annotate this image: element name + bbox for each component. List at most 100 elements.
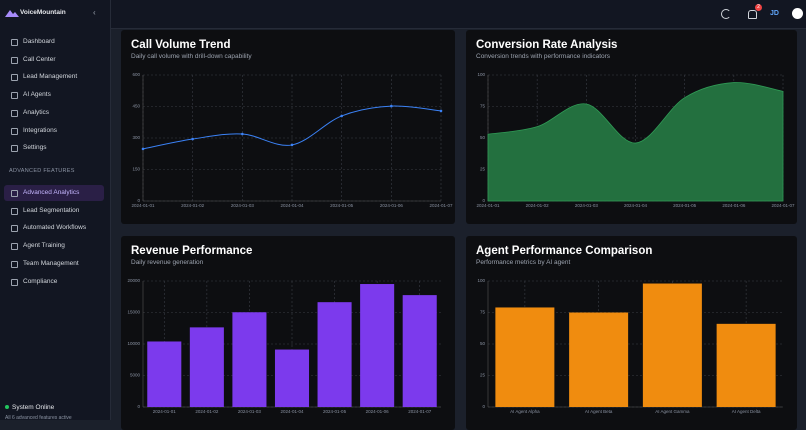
x-tick-label: AI Agent Delta xyxy=(732,409,761,414)
chart-title: Agent Performance Comparison xyxy=(476,245,653,257)
area xyxy=(487,82,784,202)
y-tick-label: 5000 xyxy=(130,373,141,378)
x-tick-label: 2024-01-07 xyxy=(771,203,795,208)
y-tick-label: 150 xyxy=(132,167,140,172)
bar xyxy=(147,341,182,407)
y-tick-label: 450 xyxy=(132,104,140,109)
logo xyxy=(5,10,19,17)
chart-card: Call Volume Trend Daily call volume with … xyxy=(121,30,455,224)
nav-item[interactable]: Team Management xyxy=(4,256,104,272)
bar xyxy=(189,327,224,407)
x-tick-label: 2024-01-06 xyxy=(380,203,404,208)
nav-item[interactable]: Advanced Analytics xyxy=(4,185,104,201)
point xyxy=(191,137,194,141)
bar xyxy=(495,307,555,407)
y-tick-label: 0 xyxy=(137,404,140,409)
notifications[interactable] xyxy=(748,10,757,19)
status: System Online xyxy=(12,404,55,411)
x-tick-label: 2024-01-03 xyxy=(238,409,262,414)
y-tick-label: 0 xyxy=(482,198,485,203)
bar xyxy=(569,312,629,407)
point xyxy=(439,109,443,113)
nav-item[interactable]: Compliance xyxy=(4,274,104,290)
x-tick-label: 2024-01-04 xyxy=(624,203,648,208)
bar xyxy=(274,349,310,407)
bar xyxy=(360,284,395,407)
profile-icon[interactable] xyxy=(792,8,803,19)
nav-item[interactable]: Settings xyxy=(4,140,104,156)
status-note: All 6 advanced features active xyxy=(5,415,72,421)
bar xyxy=(716,323,776,407)
y-tick-label: 600 xyxy=(132,72,140,77)
nav-item[interactable]: Call Center xyxy=(4,52,104,68)
y-tick-label: 0 xyxy=(482,404,485,409)
y-tick-label: 300 xyxy=(132,135,140,140)
brand: VoiceMountain xyxy=(20,9,66,16)
chart: 0 25 50 75 100 AI Agent Alpha AI Agent Beta AI … xyxy=(477,278,783,414)
x-tick-label: 2024-01-07 xyxy=(429,203,453,208)
section-label: ADVANCED FEATURES xyxy=(9,168,75,174)
x-tick-label: 2024-01-01 xyxy=(153,409,177,414)
chart: 0 25 50 75 100 2024-01-01 2024-01-02 2024-01-03… xyxy=(476,72,795,208)
chart-subtitle: Performance metrics by AI agent xyxy=(476,259,571,266)
nav-item[interactable]: Lead Management xyxy=(4,69,104,85)
point xyxy=(290,143,294,147)
nav-item[interactable]: Automated Workflows xyxy=(4,220,104,236)
nav-item[interactable]: Lead Segmentation xyxy=(4,203,104,219)
x-tick-label: 2024-01-02 xyxy=(526,203,550,208)
y-tick-label: 0 xyxy=(137,198,140,203)
bar xyxy=(642,283,702,407)
status-dot xyxy=(5,405,9,409)
x-tick-label: 2024-01-02 xyxy=(181,203,205,208)
avatar[interactable]: JD xyxy=(770,10,779,17)
nav-item[interactable]: Integrations xyxy=(4,123,104,139)
chart: 0 5000 10000 15000 20000 2024-01-01 2024-01-02… xyxy=(127,278,441,414)
point xyxy=(241,132,244,136)
y-tick-label: 100 xyxy=(477,278,485,283)
x-tick-label: 2024-01-01 xyxy=(476,203,500,208)
nav-item[interactable]: Agent Training xyxy=(4,238,104,254)
nav-item[interactable]: AI Agents xyxy=(4,87,104,103)
point xyxy=(141,147,145,151)
chart-card: Conversion Rate Analysis Conversion trend… xyxy=(466,30,797,224)
chart-subtitle: Daily call volume with drill-down capabi… xyxy=(131,53,252,60)
nav-item[interactable]: Analytics xyxy=(4,105,104,121)
x-tick-label: AI Agent Gamma xyxy=(655,409,690,414)
bar xyxy=(317,302,352,407)
chart-subtitle: Daily revenue generation xyxy=(131,259,204,266)
x-tick-label: 2024-01-07 xyxy=(408,409,432,414)
x-tick-label: 2024-01-01 xyxy=(131,203,155,208)
chart: 0 150 300 450 600 2024-01-01 2024-01-02 2024-01… xyxy=(131,72,453,208)
y-tick-label: 25 xyxy=(480,167,486,172)
x-tick-label: 2024-01-04 xyxy=(280,409,304,414)
chart-card: Agent Performance Comparison Performance … xyxy=(466,236,797,430)
chart-title: Call Volume Trend xyxy=(131,39,231,51)
x-tick-label: 2024-01-05 xyxy=(330,203,354,208)
x-tick-label: 2024-01-05 xyxy=(323,409,347,414)
x-tick-label: 2024-01-03 xyxy=(231,203,255,208)
topbar: 2 JD xyxy=(111,0,806,29)
point xyxy=(390,104,393,108)
collapse-button[interactable]: ‹ xyxy=(93,8,96,17)
x-tick-label: 2024-01-04 xyxy=(280,203,304,208)
x-tick-label: AI Agent Alpha xyxy=(510,409,540,414)
notification-badge: 2 xyxy=(755,4,762,11)
y-tick-label: 15000 xyxy=(127,310,140,315)
y-tick-label: 20000 xyxy=(127,278,140,283)
y-tick-label: 75 xyxy=(480,104,486,109)
bar xyxy=(402,295,437,407)
x-tick-label: 2024-01-02 xyxy=(195,409,219,414)
point xyxy=(340,114,343,118)
y-tick-label: 50 xyxy=(480,135,486,140)
x-tick-label: 2024-01-05 xyxy=(673,203,697,208)
y-tick-label: 25 xyxy=(480,373,486,378)
bar xyxy=(232,312,267,407)
chart-card: Revenue Performance Daily revenue generat… xyxy=(121,236,455,430)
sidebar: VoiceMountain ‹ ADVANCED FEATURES System… xyxy=(0,0,111,421)
x-tick-label: 2024-01-06 xyxy=(722,203,746,208)
chart-subtitle: Conversion trends with performance indic… xyxy=(476,53,611,60)
y-tick-label: 100 xyxy=(477,72,485,77)
theme-toggle[interactable] xyxy=(721,9,731,19)
nav-item[interactable]: Dashboard xyxy=(4,34,104,50)
